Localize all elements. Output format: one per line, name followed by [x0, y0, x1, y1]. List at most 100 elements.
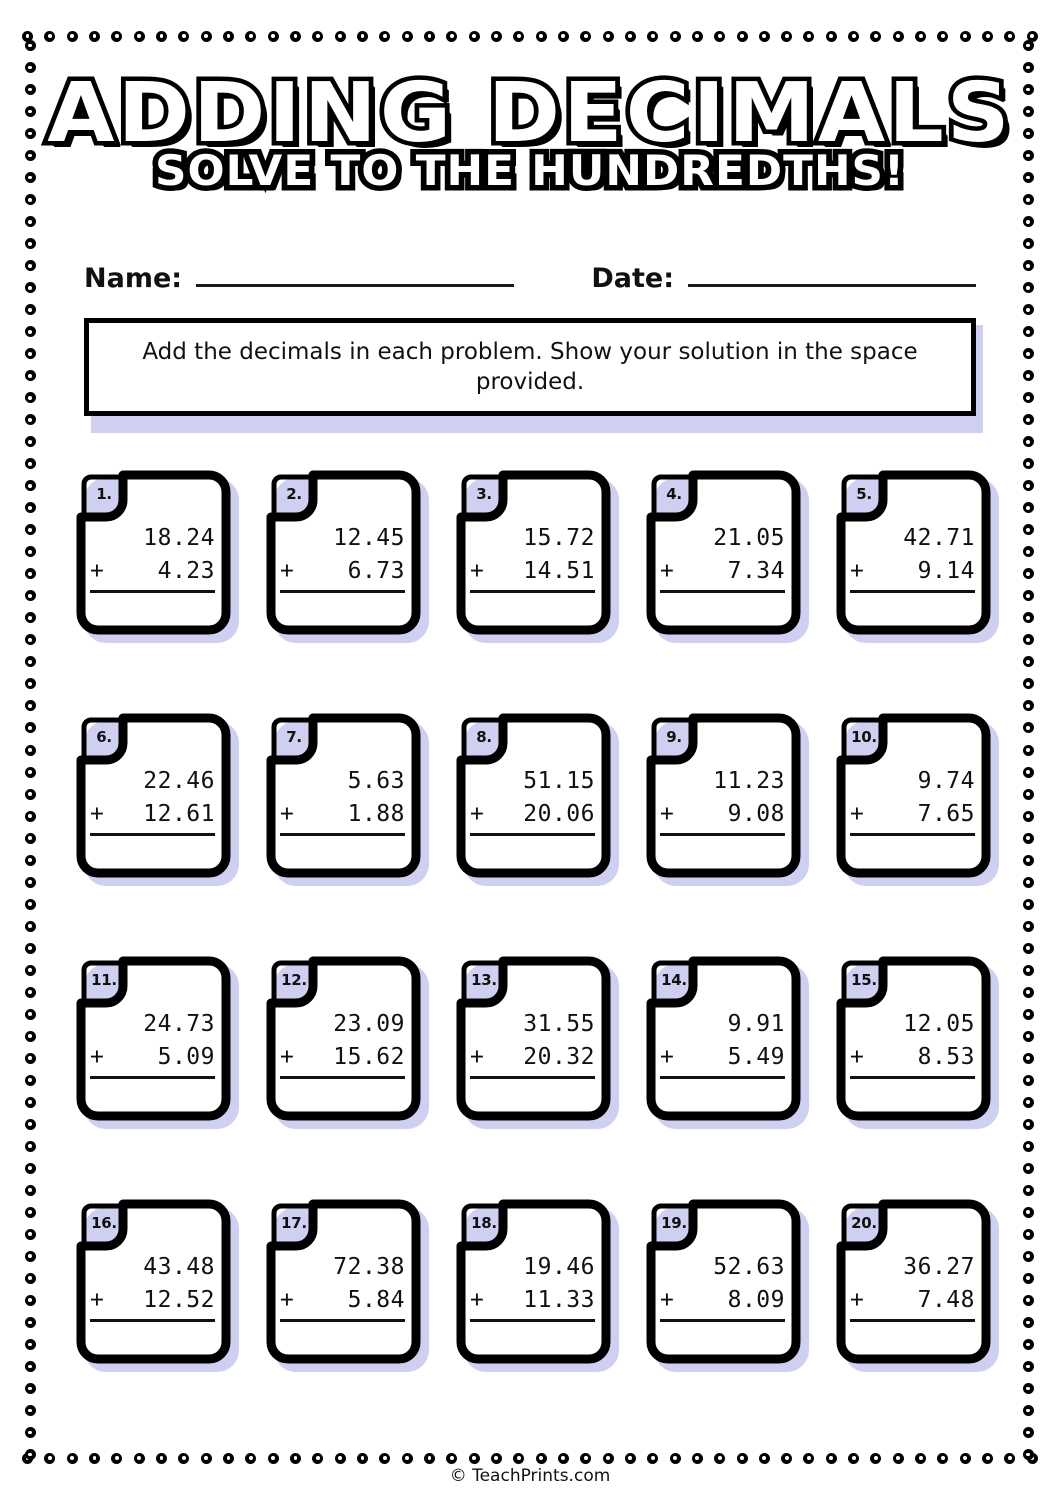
border-dot — [1022, 876, 1034, 888]
border-dot — [1022, 546, 1034, 558]
answer-space[interactable] — [660, 593, 785, 639]
border-dot — [24, 1338, 36, 1350]
border-dot — [691, 1452, 703, 1464]
plus-operator: + — [660, 1043, 675, 1070]
addition-problem: 21.05 +7.34 — [646, 522, 801, 639]
addend-bottom-row: +12.52 — [90, 1284, 215, 1323]
problem-card[interactable]: 19. 52.63 +8.09 — [646, 1199, 809, 1372]
border-dot — [1022, 590, 1034, 602]
addend-bottom: 9.14 — [917, 557, 975, 584]
border-dot — [24, 414, 36, 426]
answer-space[interactable] — [850, 593, 975, 639]
border-dot — [1022, 700, 1034, 712]
problem-card[interactable]: 3. 15.72 +14.51 — [456, 470, 619, 643]
problem-card[interactable]: 9. 11.23 +9.08 — [646, 713, 809, 886]
border-dot — [1022, 326, 1034, 338]
answer-space[interactable] — [90, 593, 215, 639]
instructions-box: Add the decimals in each problem. Show y… — [84, 318, 976, 416]
answer-space[interactable] — [280, 1079, 405, 1125]
name-input[interactable] — [196, 262, 514, 287]
plus-operator: + — [660, 800, 675, 827]
problem-card[interactable]: 13. 31.55 +20.32 — [456, 956, 619, 1129]
answer-space[interactable] — [470, 593, 595, 639]
addition-problem: 22.46 +12.61 — [76, 765, 231, 882]
problem-card[interactable]: 18. 19.46 +11.33 — [456, 1199, 619, 1372]
problem-card[interactable]: 5. 42.71 +9.14 — [836, 470, 999, 643]
problem-card[interactable]: 12. 23.09 +15.62 — [266, 956, 429, 1129]
problem-card[interactable]: 11. 24.73 +5.09 — [76, 956, 239, 1129]
problem-number: 3. — [476, 485, 492, 503]
answer-space[interactable] — [850, 836, 975, 882]
addition-problem: 52.63 +8.09 — [646, 1251, 801, 1368]
addend-bottom-row: +5.09 — [90, 1041, 215, 1080]
addend-top: 9.74 — [917, 768, 975, 794]
answer-space[interactable] — [850, 1322, 975, 1368]
problem-card[interactable]: 4. 21.05 +7.34 — [646, 470, 809, 643]
addend-bottom: 1.88 — [347, 800, 405, 827]
addend-bottom-row: +4.23 — [90, 555, 215, 594]
answer-space[interactable] — [470, 1322, 595, 1368]
border-dot — [245, 30, 257, 42]
border-dot — [580, 30, 592, 42]
border-dot — [1022, 1228, 1034, 1240]
problem-card[interactable]: 15. 12.05 +8.53 — [836, 956, 999, 1129]
border-dot — [334, 30, 346, 42]
addition-problem: 11.23 +9.08 — [646, 765, 801, 882]
problem-number: 7. — [286, 728, 302, 746]
problem-number: 4. — [666, 485, 682, 503]
plus-operator: + — [660, 1286, 675, 1313]
border-dot — [1022, 1096, 1034, 1108]
border-dot — [1022, 964, 1034, 976]
answer-space[interactable] — [90, 1079, 215, 1125]
border-dot — [1022, 150, 1034, 162]
answer-space[interactable] — [280, 836, 405, 882]
border-dot — [24, 392, 36, 404]
addend-bottom: 5.09 — [157, 1043, 215, 1070]
answer-space[interactable] — [90, 1322, 215, 1368]
problem-card[interactable]: 2. 12.45 +6.73 — [266, 470, 429, 643]
border-dot — [401, 30, 413, 42]
addition-problem: 12.05 +8.53 — [836, 1008, 991, 1125]
problem-card[interactable]: 17. 72.38 +5.84 — [266, 1199, 429, 1372]
border-dot — [24, 348, 36, 360]
answer-space[interactable] — [280, 1322, 405, 1368]
border-dot — [1022, 612, 1034, 624]
answer-space[interactable] — [280, 593, 405, 639]
problem-card[interactable]: 20. 36.27 +7.48 — [836, 1199, 999, 1372]
problem-card[interactable]: 7. 5.63 +1.88 — [266, 713, 429, 886]
problem-card[interactable]: 8. 51.15 +20.06 — [456, 713, 619, 886]
addend-bottom-row: +7.34 — [660, 555, 785, 594]
plus-operator: + — [280, 1043, 295, 1070]
problem-card[interactable]: 14. 9.91 +5.49 — [646, 956, 809, 1129]
addend-bottom: 8.53 — [917, 1043, 975, 1070]
problem-card[interactable]: 1. 18.24 +4.23 — [76, 470, 239, 643]
page-subtitle: SOLVE TO THE HUNDREDTHS! — [149, 144, 909, 197]
border-dot — [1026, 30, 1038, 42]
addend-top: 11.23 — [713, 768, 785, 794]
border-dots-bottom — [22, 1452, 1038, 1464]
addend-top: 42.71 — [903, 525, 975, 551]
problem-card[interactable]: 10. 9.74 +7.65 — [836, 713, 999, 886]
addend-top: 36.27 — [903, 1254, 975, 1280]
answer-space[interactable] — [660, 1079, 785, 1125]
answer-space[interactable] — [470, 1079, 595, 1125]
addend-bottom: 20.06 — [523, 800, 595, 827]
addend-bottom-row: +12.61 — [90, 798, 215, 837]
border-dot — [178, 30, 190, 42]
date-input[interactable] — [688, 262, 977, 287]
border-dot — [1022, 128, 1034, 140]
border-dot — [1022, 216, 1034, 228]
addition-problem: 15.72 +14.51 — [456, 522, 611, 639]
problem-card[interactable]: 16. 43.48 +12.52 — [76, 1199, 239, 1372]
answer-space[interactable] — [850, 1079, 975, 1125]
answer-space[interactable] — [660, 836, 785, 882]
border-dot — [24, 502, 36, 514]
addend-bottom-row: +14.51 — [470, 555, 595, 594]
border-dot — [1022, 1162, 1034, 1174]
problem-number: 14. — [661, 971, 687, 989]
problem-card[interactable]: 6. 22.46 +12.61 — [76, 713, 239, 886]
answer-space[interactable] — [470, 836, 595, 882]
answer-space[interactable] — [90, 836, 215, 882]
border-dot — [1022, 1338, 1034, 1350]
answer-space[interactable] — [660, 1322, 785, 1368]
